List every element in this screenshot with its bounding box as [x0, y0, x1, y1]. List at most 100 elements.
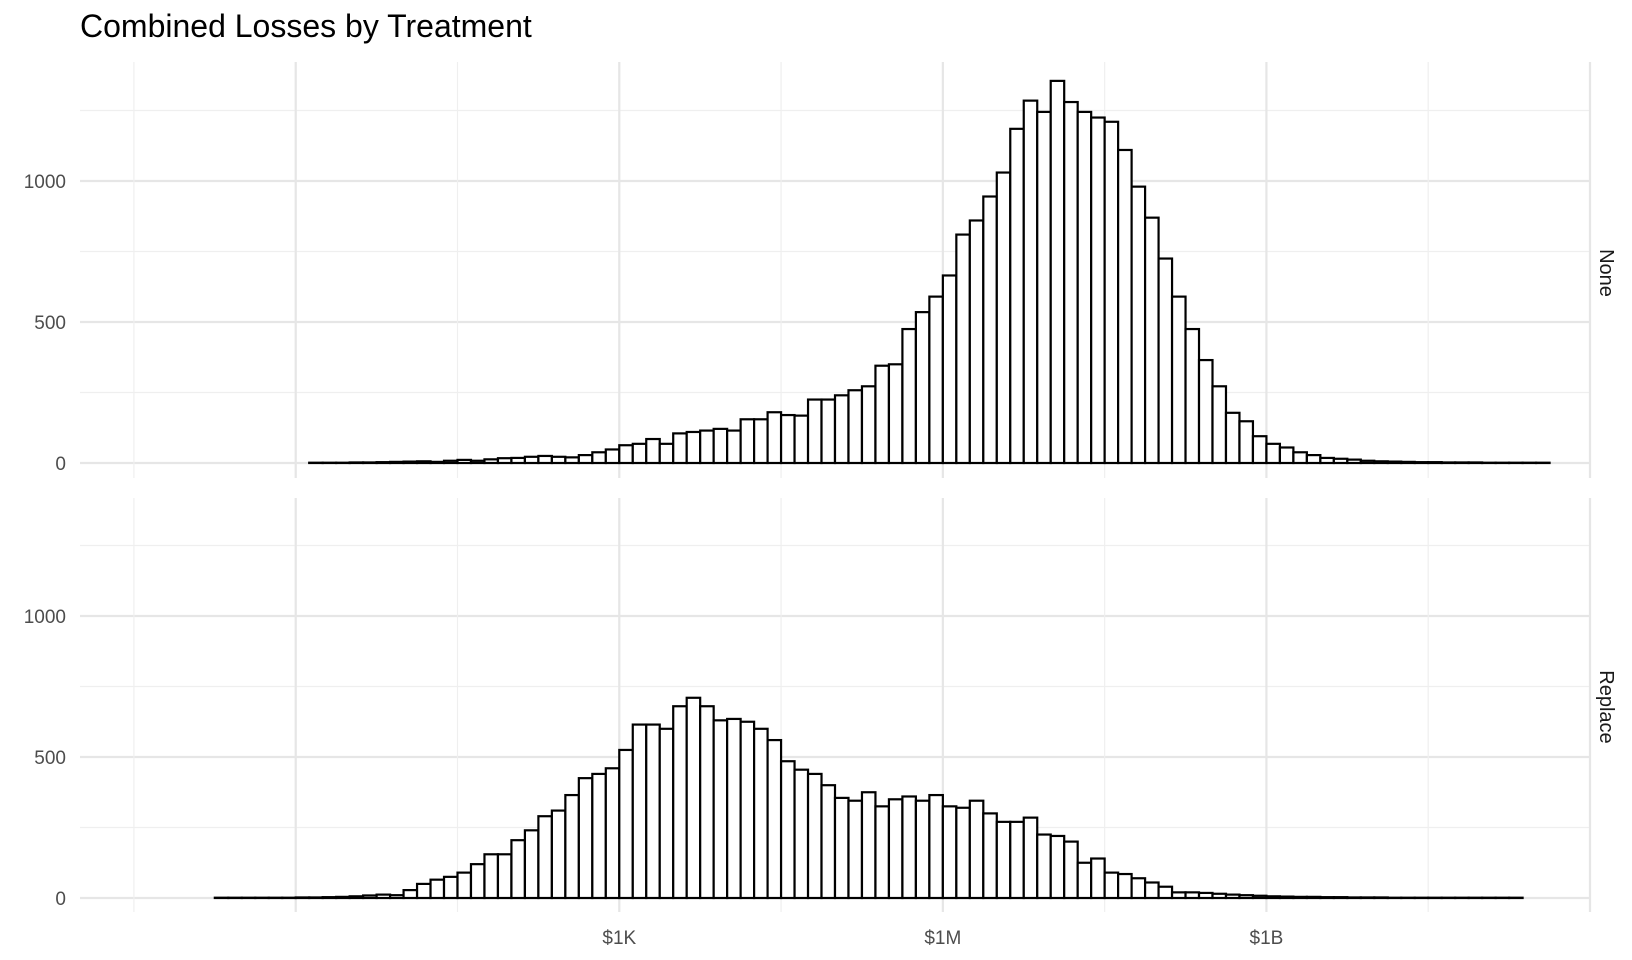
histogram-bar	[1090, 857, 1106, 900]
histogram-bar	[887, 363, 904, 465]
histogram-bar	[793, 768, 810, 900]
x-tick-label: $1K	[602, 928, 636, 949]
histogram-bar	[577, 454, 594, 465]
histogram-bar	[415, 882, 432, 900]
histogram-bar	[510, 839, 527, 900]
histogram-bar	[537, 454, 553, 465]
histogram-bar	[442, 459, 459, 465]
histogram-bar	[1238, 420, 1255, 465]
histogram-bar	[766, 738, 783, 900]
histogram-bar	[860, 385, 877, 465]
histogram-bar	[469, 863, 486, 900]
histogram-bar	[658, 727, 675, 900]
histogram-bar	[1049, 834, 1066, 900]
histogram-bar	[941, 274, 958, 465]
histogram-bar	[1346, 896, 1362, 900]
histogram-bar	[1103, 871, 1120, 900]
histogram-bar	[1063, 100, 1079, 465]
histogram-bar	[1359, 896, 1376, 900]
histogram-bar	[429, 878, 446, 900]
y-tick-label: 500	[34, 313, 66, 334]
histogram-bar	[1130, 877, 1147, 900]
histogram-bar	[820, 784, 837, 900]
histogram-bar	[1143, 881, 1160, 900]
histogram-bar	[1305, 895, 1322, 900]
y-tick-label: 500	[34, 748, 66, 769]
histogram-bar	[1224, 411, 1241, 465]
histogram-bar	[1346, 458, 1362, 465]
histogram-bar	[874, 364, 891, 465]
histogram-bar	[1265, 895, 1282, 900]
histogram-bar	[1251, 435, 1268, 465]
histogram-bar	[941, 805, 958, 900]
histogram-bar	[1049, 79, 1066, 465]
histogram-bar	[753, 727, 769, 900]
histogram-bar	[618, 444, 634, 465]
histogram-bar	[631, 723, 648, 900]
histogram-bar	[672, 432, 688, 465]
histogram-bar	[1238, 894, 1255, 900]
histogram-bar	[1278, 895, 1295, 900]
histogram-bar	[1251, 894, 1268, 900]
histogram-bar	[712, 719, 729, 900]
histogram-bar	[375, 893, 392, 900]
histogram-bar	[779, 413, 796, 465]
histogram-bar	[1265, 442, 1282, 465]
histogram-bar	[1454, 461, 1470, 465]
histogram-bar	[1170, 891, 1187, 900]
histogram-bar	[1063, 840, 1079, 900]
y-tick-label: 1000	[24, 172, 66, 193]
histogram-bar	[847, 799, 864, 900]
facet-strip-label: Replace	[1595, 670, 1617, 743]
histogram-bar	[1117, 872, 1133, 900]
histogram-bar	[1009, 127, 1025, 465]
histogram-bar	[1467, 461, 1484, 465]
histogram-bar	[510, 456, 527, 465]
histogram-bar	[968, 219, 985, 465]
histogram-bar	[833, 796, 850, 900]
histogram-bar	[968, 799, 985, 900]
histogram-bar	[1332, 896, 1349, 900]
histogram-bar	[726, 717, 742, 900]
histogram-bar	[564, 793, 580, 900]
histogram-bar	[901, 795, 917, 900]
histogram-bar	[955, 806, 971, 900]
histogram-bar	[982, 812, 998, 900]
histogram-bar	[685, 696, 702, 900]
histogram-bar	[469, 459, 486, 465]
histogram-bar	[1036, 833, 1052, 900]
histogram-bar	[1157, 885, 1174, 900]
histogram-bar	[388, 894, 405, 900]
histogram-bar	[766, 411, 783, 465]
histogram-bar	[537, 815, 553, 900]
histogram-bar	[362, 894, 378, 900]
histogram-bar	[887, 798, 904, 900]
histogram-bar	[1076, 110, 1093, 465]
histogram-bar	[1076, 861, 1093, 900]
histogram-bar	[1184, 327, 1201, 465]
histogram-bar	[874, 805, 891, 900]
y-tick-label: 1000	[24, 607, 66, 628]
histogram-bar	[955, 233, 971, 465]
histogram-bar	[1373, 896, 1389, 900]
histogram-bar	[928, 793, 944, 900]
facet-strip-label: None	[1595, 249, 1617, 297]
y-tick-label: 0	[55, 889, 66, 910]
histogram-bar	[1211, 892, 1228, 900]
histogram-bar	[1197, 891, 1214, 900]
histogram-bar	[1292, 451, 1308, 465]
histogram-bar	[1427, 461, 1443, 465]
histogram-bar	[591, 451, 607, 465]
y-tick-label: 0	[55, 454, 66, 475]
histogram-bar	[550, 455, 567, 465]
histogram-bar	[1170, 295, 1187, 465]
chart-title: Combined Losses by Treatment	[80, 8, 532, 44]
histogram-bar	[1022, 816, 1039, 900]
histogram-bar	[1197, 358, 1214, 465]
histogram-bar	[348, 895, 365, 900]
histogram-bar	[1103, 120, 1120, 465]
histogram-bar	[1278, 446, 1295, 465]
histogram-bar	[779, 760, 796, 900]
histogram-bar	[1359, 459, 1376, 465]
